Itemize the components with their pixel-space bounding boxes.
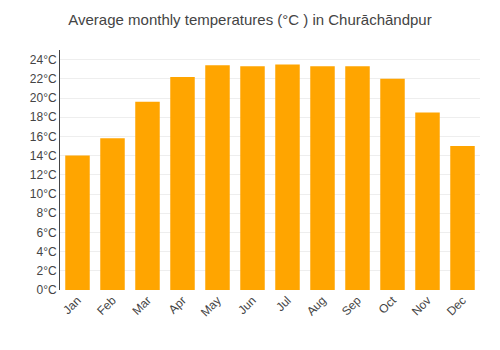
svg-text:Feb: Feb	[94, 293, 119, 318]
svg-text:May: May	[198, 293, 224, 319]
svg-text:Dec: Dec	[444, 293, 469, 318]
svg-text:22°C: 22°C	[30, 72, 57, 86]
svg-text:4°C: 4°C	[36, 245, 56, 259]
svg-text:Jan: Jan	[60, 293, 84, 317]
svg-text:Sep: Sep	[339, 293, 364, 318]
svg-text:16°C: 16°C	[30, 130, 57, 144]
svg-text:Jul: Jul	[273, 293, 294, 314]
svg-text:Oct: Oct	[376, 293, 400, 317]
svg-text:0°C: 0°C	[36, 283, 56, 297]
svg-text:Aug: Aug	[304, 293, 329, 318]
svg-text:Nov: Nov	[409, 293, 434, 318]
svg-text:Jun: Jun	[235, 293, 259, 317]
svg-text:6°C: 6°C	[36, 226, 56, 240]
svg-text:Apr: Apr	[166, 293, 189, 316]
svg-text:10°C: 10°C	[30, 187, 57, 201]
svg-text:Mar: Mar	[129, 293, 154, 318]
svg-text:24°C: 24°C	[30, 53, 57, 67]
svg-text:20°C: 20°C	[30, 91, 57, 105]
svg-text:2°C: 2°C	[36, 264, 56, 278]
svg-text:Average monthly temperatures (: Average monthly temperatures (°C ) in Ch…	[68, 11, 431, 28]
svg-text:14°C: 14°C	[30, 149, 57, 163]
svg-text:8°C: 8°C	[36, 206, 56, 220]
svg-text:18°C: 18°C	[30, 110, 57, 124]
svg-text:12°C: 12°C	[30, 168, 57, 182]
